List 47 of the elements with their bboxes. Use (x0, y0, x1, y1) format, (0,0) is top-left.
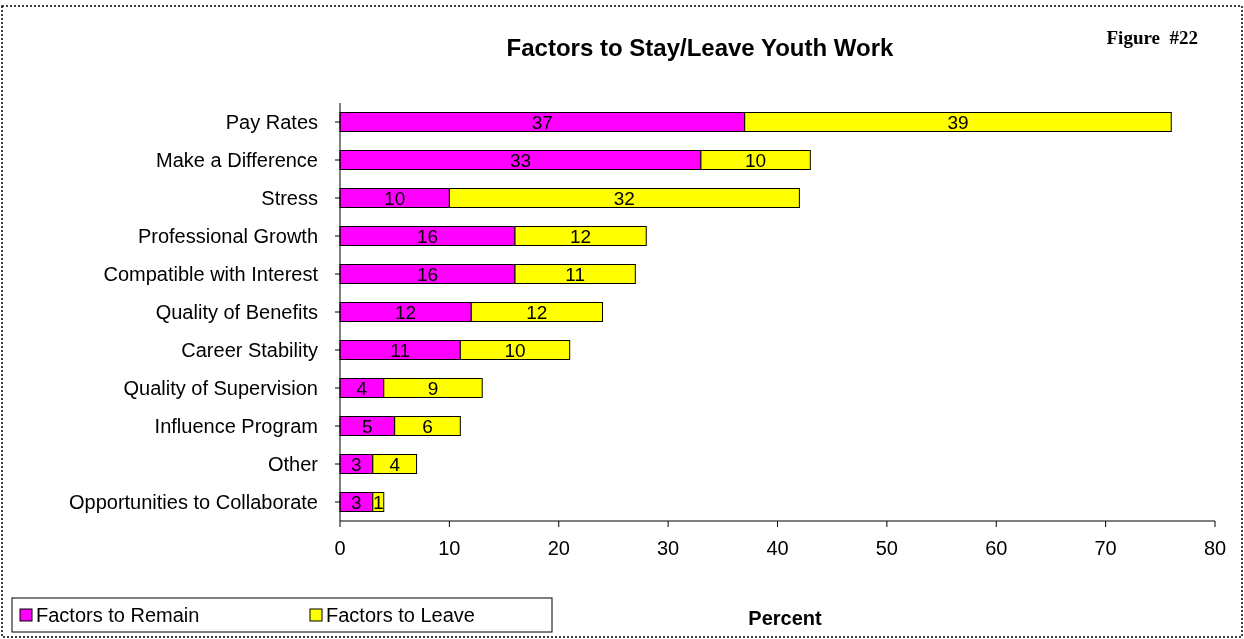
data-label: 11 (565, 263, 586, 285)
x-tick-label: 40 (766, 537, 789, 559)
data-label: 10 (384, 187, 406, 209)
data-label: 11 (390, 339, 411, 361)
y-tick-label: Stress (261, 187, 318, 209)
data-label: 10 (745, 149, 767, 171)
data-label: 12 (395, 301, 417, 323)
data-label: 12 (526, 301, 548, 323)
data-label: 33 (509, 149, 532, 171)
data-label: 16 (416, 263, 439, 285)
data-label: 4 (356, 377, 368, 399)
text: Figure #22 (1106, 27, 1198, 48)
data-label: 39 (947, 111, 969, 133)
data-label: 6 (422, 415, 433, 437)
y-tick-label: Influence Program (154, 415, 318, 437)
x-axis-title: Percent (748, 607, 823, 629)
x-tick-label: 60 (985, 537, 1008, 559)
data-label: 4 (389, 453, 401, 475)
data-label: 12 (570, 225, 592, 247)
data-label: 3 (351, 453, 362, 475)
data-label: 1 (372, 491, 384, 513)
data-label: 9 (427, 377, 439, 399)
data-label: 3 (351, 491, 362, 513)
x-tick-label: 30 (657, 537, 680, 559)
y-tick-label: Quality of Supervision (123, 377, 318, 399)
data-label: 37 (531, 111, 553, 133)
x-tick-label: 50 (875, 537, 898, 559)
x-tick-label: 70 (1094, 537, 1117, 559)
x-tick-label: 10 (438, 537, 461, 559)
legend-label: Factors to Remain (36, 604, 200, 626)
chart-title: Factors to Stay/Leave Youth Work (506, 34, 895, 61)
y-tick-label: Quality of Benefits (155, 301, 318, 323)
x-tick-label: 0 (334, 537, 346, 559)
y-tick-label: Make a Difference (156, 149, 318, 171)
y-tick-label: Career Stability (181, 339, 318, 361)
y-tick-label: Compatible with Interest (103, 263, 319, 285)
y-tick-label: Professional Growth (137, 225, 318, 247)
x-tick-label: 20 (547, 537, 570, 559)
y-tick-label: Other (267, 453, 319, 475)
data-label: 10 (504, 339, 526, 361)
y-tick-label: Pay Rates (225, 111, 318, 133)
y-tick-label: Opportunities to Collaborate (68, 491, 318, 513)
data-label: 16 (416, 225, 439, 247)
data-label: 32 (613, 187, 635, 209)
x-tick-label: 80 (1203, 537, 1227, 559)
legend-label: Factors to Leave (326, 604, 475, 626)
data-label: 5 (362, 415, 373, 437)
